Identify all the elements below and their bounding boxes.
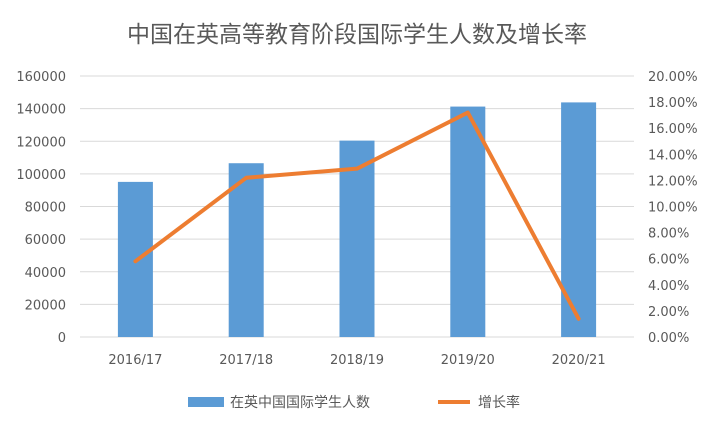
y-left-tick-label: 40000 bbox=[25, 266, 66, 281]
legend-label-bars: 在英中国国际学生人数 bbox=[230, 394, 370, 411]
x-tick-label: 2017/18 bbox=[219, 353, 273, 368]
y-right-tick-label: 4.00% bbox=[648, 279, 689, 294]
line-series bbox=[133, 110, 581, 321]
legend-swatch-bars bbox=[188, 397, 224, 407]
bar bbox=[228, 163, 264, 337]
y-right-tick-label: 20.00% bbox=[648, 70, 698, 85]
y-right-tick-label: 2.00% bbox=[648, 305, 689, 320]
y-left-tick-label: 60000 bbox=[25, 233, 66, 248]
y-right-tick-label: 14.00% bbox=[648, 148, 698, 163]
y-right-tick-label: 16.00% bbox=[648, 122, 698, 137]
y-left-tick-label: 120000 bbox=[16, 135, 66, 150]
y-left-tick-label: 80000 bbox=[25, 201, 66, 216]
bar bbox=[450, 106, 486, 337]
y-left-tick-label: 160000 bbox=[16, 70, 66, 85]
left-axis: 0 20000 40000 60000 80000 100000 120000 140000 1… bbox=[16, 70, 66, 346]
chart-title: 中国在英高等教育阶段国际学生人数及增长率 bbox=[127, 22, 587, 48]
right-axis: 0.00% 2.00% 4.00% 6.00% 8.00% 10.00% 12.00% 14.… bbox=[648, 70, 698, 346]
y-right-tick-label: 18.00% bbox=[648, 96, 698, 111]
y-left-tick-label: 100000 bbox=[16, 168, 66, 183]
y-right-tick-label: 8.00% bbox=[648, 227, 689, 242]
x-tick-label: 2016/17 bbox=[108, 353, 162, 368]
bar bbox=[561, 102, 597, 338]
bar bbox=[339, 140, 375, 337]
x-axis: 2016/17 2017/18 2018/19 2019/20 2020/21 bbox=[108, 353, 605, 368]
y-left-tick-label: 20000 bbox=[25, 298, 66, 313]
x-tick-label: 2020/21 bbox=[552, 353, 606, 368]
y-right-tick-label: 6.00% bbox=[648, 253, 689, 268]
legend: 在英中国国际学生人数 增长率 bbox=[188, 394, 520, 411]
y-right-tick-label: 0.00% bbox=[648, 331, 689, 346]
x-tick-label: 2019/20 bbox=[441, 353, 495, 368]
y-left-tick-label: 0 bbox=[58, 331, 66, 346]
legend-label-line: 增长率 bbox=[478, 394, 520, 411]
y-right-tick-label: 12.00% bbox=[648, 174, 698, 189]
y-left-tick-label: 140000 bbox=[16, 103, 66, 118]
x-tick-label: 2018/19 bbox=[330, 353, 384, 368]
y-right-tick-label: 10.00% bbox=[648, 201, 698, 216]
